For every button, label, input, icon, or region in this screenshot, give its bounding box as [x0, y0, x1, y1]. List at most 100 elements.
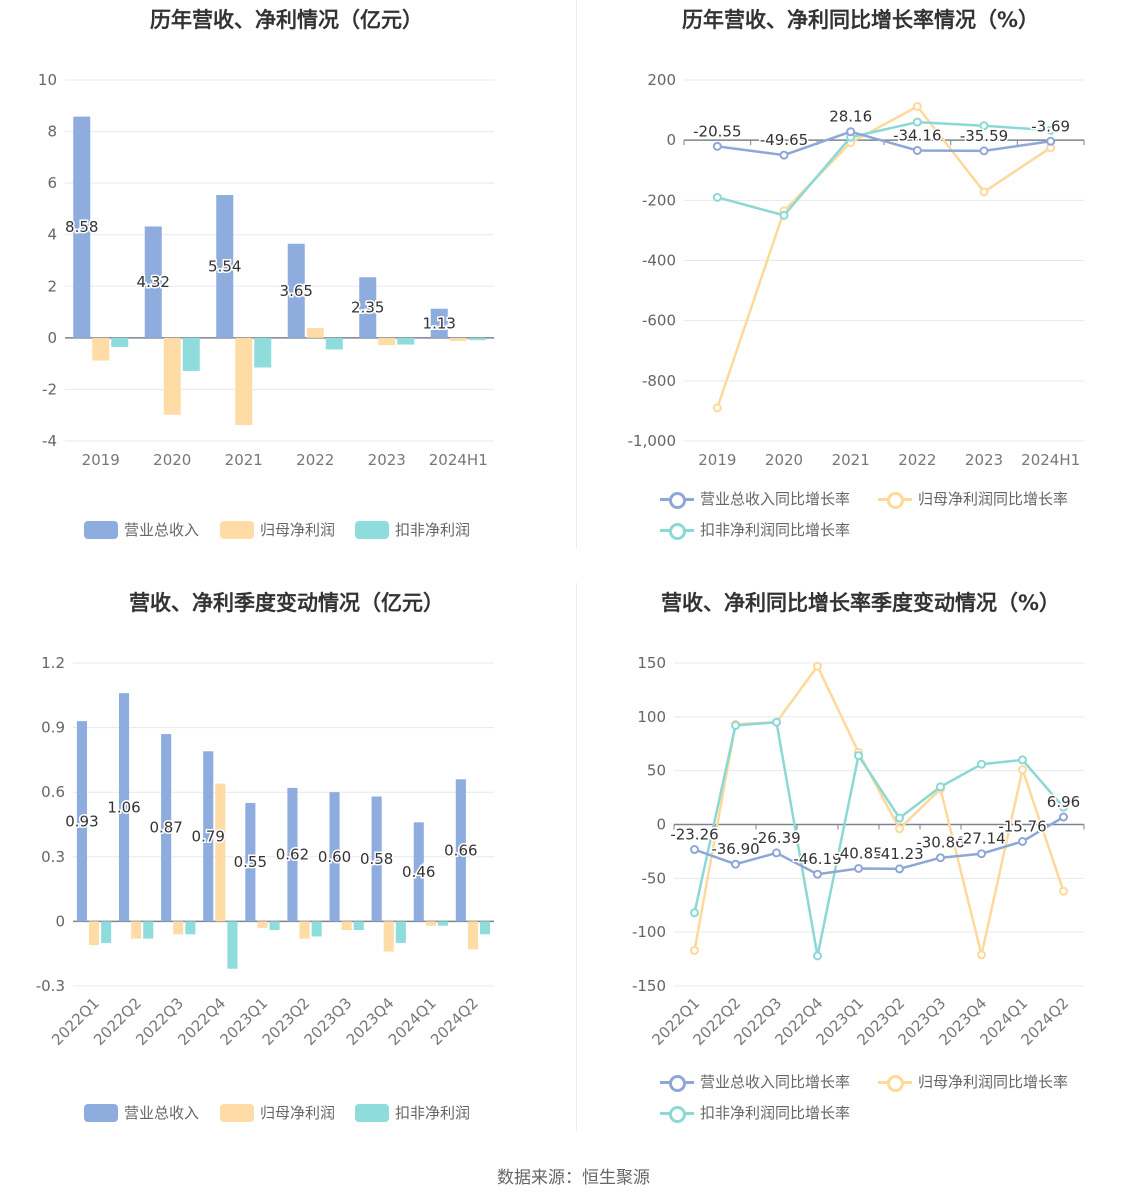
- bar-revenue: [73, 116, 91, 338]
- data-label: 2.35: [351, 299, 384, 317]
- bar-net-profit: [163, 337, 181, 415]
- bar-deducted-profit: [395, 921, 406, 943]
- legend-label: 归母净利润同比增长率: [918, 490, 1069, 508]
- data-label: -27.14: [957, 830, 1005, 848]
- data-label: -34.16: [893, 126, 941, 144]
- bar-revenue: [413, 822, 424, 922]
- bar-deducted-profit: [227, 921, 238, 969]
- bar-deducted-profit: [185, 921, 196, 935]
- data-label: -35.59: [960, 127, 1008, 145]
- data-label: -49.65: [760, 131, 808, 149]
- series-line-net-profit: [716, 104, 1052, 409]
- bar-net-profit: [378, 337, 396, 346]
- bar-deducted-profit: [397, 337, 415, 345]
- data-label: 1.13: [423, 314, 456, 332]
- legend-item-net-profit[interactable]: 归母净利润: [220, 519, 335, 540]
- x-tick-label: 2020: [153, 451, 191, 469]
- x-tick-label: 2024H1: [429, 451, 488, 469]
- y-tick-label: 10: [38, 71, 57, 89]
- legend-item-net-growth[interactable]: 归母净利润同比增长率: [878, 488, 1068, 509]
- annual-bar-chart-svg: 10 8 6 4 2 0 -2 -4 8.58 4.32 5.54 3.65 2.35 1.13 2019 2…: [38, 71, 494, 469]
- data-point: [979, 187, 989, 197]
- data-point: [813, 951, 822, 961]
- data-label: -23.26: [670, 826, 718, 844]
- bar-net-profit: [383, 921, 394, 952]
- bar-revenue: [203, 751, 214, 922]
- panel-divider-bottom: [576, 583, 577, 1131]
- legend-swatch: [355, 520, 389, 539]
- legend-item-revenue[interactable]: 营业总收入: [84, 1102, 199, 1123]
- y-tick-label: -0.3: [36, 977, 65, 995]
- data-label: 0.60: [318, 848, 351, 866]
- data-label: 0.79: [192, 827, 225, 845]
- data-point: [1046, 136, 1056, 146]
- annual-line-chart-svg: 200 0 -200 -400 -600 -800 -1,000 -20.55 -49.65 28…: [628, 71, 1085, 469]
- data-point: [731, 720, 740, 730]
- data-point: [712, 403, 722, 413]
- legend-item-deducted-growth[interactable]: 扣非净利润同比增长率: [660, 1102, 850, 1123]
- x-tick-label: 2022: [898, 451, 936, 469]
- legend-item-deducted-profit[interactable]: 扣非净利润: [355, 1102, 470, 1123]
- x-tick-label: 2020: [765, 451, 803, 469]
- legend-label: 归母净利润: [260, 1104, 336, 1122]
- data-point: [846, 127, 856, 137]
- y-tick-label: 0.9: [41, 719, 65, 737]
- bar-revenue: [455, 779, 466, 922]
- panel-divider-top: [576, 0, 577, 548]
- y-tick-label: -1,000: [628, 432, 676, 450]
- legend-item-revenue-growth[interactable]: 营业总收入同比增长率: [660, 488, 850, 509]
- legend-item-net-profit[interactable]: 归母净利润: [220, 1102, 335, 1123]
- x-tick-label: 2021: [832, 451, 870, 469]
- y-tick-label: 200: [647, 71, 676, 89]
- bar-net-profit: [449, 337, 467, 341]
- y-tick-label: -600: [642, 312, 676, 330]
- bar-deducted-profit: [437, 921, 449, 926]
- bar-revenue: [118, 693, 130, 922]
- x-tick-label: 2024H1: [1021, 451, 1080, 469]
- legend-item-deducted-profit[interactable]: 扣非净利润: [355, 519, 470, 540]
- bar-net-profit: [299, 921, 310, 939]
- y-tick-label: 2: [47, 277, 57, 295]
- data-label: 5.54: [208, 257, 241, 275]
- quarterly-growth-rate-chart: 营收、净利同比增长率季度变动情况（%） 150 100 50 0 -50 -100 -150…: [574, 583, 1147, 1166]
- data-label: 0.55: [234, 853, 267, 871]
- data-point: [977, 759, 986, 769]
- data-label: -15.76: [998, 817, 1046, 835]
- data-label: 6.96: [1047, 793, 1080, 811]
- data-label: -41.23: [875, 845, 923, 863]
- data-label: -26.39: [752, 829, 800, 847]
- data-point: [1018, 765, 1027, 775]
- legend-item-net-growth[interactable]: 归母净利润同比增长率: [878, 1071, 1068, 1092]
- legend-swatch: [84, 1103, 118, 1122]
- data-label: 0.87: [149, 819, 182, 837]
- chart-title: 营收、净利同比增长率季度变动情况（%）: [660, 591, 1061, 615]
- y-tick-label: -800: [642, 372, 676, 390]
- legend-item-revenue[interactable]: 营业总收入: [84, 519, 199, 540]
- x-tick-label: 2022: [296, 451, 334, 469]
- y-tick-label: 0.6: [41, 783, 65, 801]
- data-point: [895, 824, 904, 834]
- legend-swatch: [355, 1103, 389, 1122]
- bar-deducted-profit: [143, 921, 154, 939]
- bar-deducted-profit: [325, 337, 343, 350]
- y-tick-label: 0.3: [41, 848, 65, 866]
- legend-swatch: [660, 521, 694, 540]
- data-point: [1018, 755, 1027, 765]
- y-tick-label: 0: [656, 816, 666, 834]
- bar-net-profit: [173, 921, 184, 935]
- legend-item-revenue-growth[interactable]: 营业总收入同比增长率: [660, 1071, 850, 1092]
- legend-swatch: [878, 1073, 912, 1092]
- legend-label: 归母净利润同比增长率: [918, 1073, 1069, 1091]
- bar-deducted-profit: [311, 921, 322, 937]
- legend-item-deducted-growth[interactable]: 扣非净利润同比增长率: [660, 519, 850, 540]
- data-point: [854, 863, 863, 873]
- data-label: 0.93: [65, 812, 98, 830]
- bar-deducted-profit: [111, 337, 129, 347]
- data-source-note: 数据来源：恒生聚源: [497, 1168, 650, 1188]
- data-point: [731, 859, 740, 869]
- bar-revenue: [329, 792, 340, 922]
- legend-label: 营业总收入同比增长率: [700, 490, 851, 508]
- bar-deducted-profit: [182, 337, 200, 371]
- y-tick-label: -2: [42, 380, 57, 398]
- data-point: [979, 146, 989, 156]
